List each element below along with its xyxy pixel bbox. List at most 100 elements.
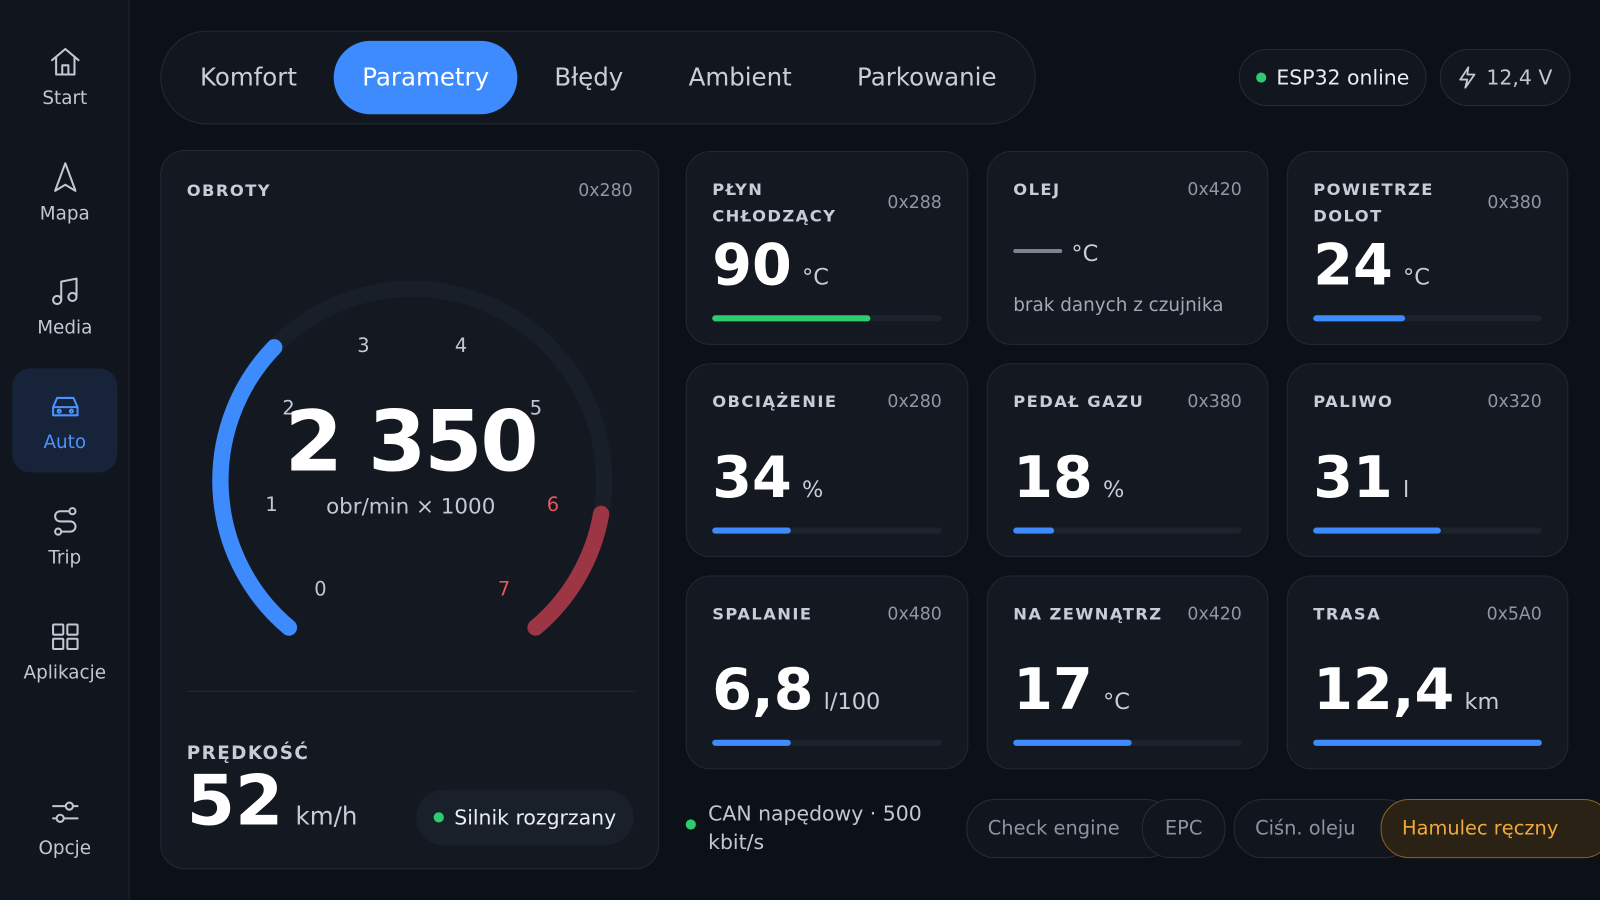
metric-readout: 31 l xyxy=(1313,445,1410,524)
rpm-value: 2 350 xyxy=(284,393,539,491)
level-track xyxy=(712,315,942,322)
metric-value: 24 xyxy=(1313,232,1393,299)
nav-label: Trip xyxy=(48,546,82,568)
nav-icon xyxy=(50,47,80,75)
nav-label: Mapa xyxy=(39,202,90,224)
nav-item[interactable]: Mapa xyxy=(12,140,117,244)
metric-title: PALIWO xyxy=(1313,391,1394,412)
connection-text: ESP32 online xyxy=(1276,65,1410,90)
nav-icon xyxy=(53,506,77,536)
level-bar xyxy=(1313,315,1405,322)
metric-value: 34 xyxy=(712,444,792,512)
tab[interactable]: Komfort xyxy=(199,63,297,92)
nav-icon xyxy=(51,277,78,305)
metric-readout: 6,8 l/100 xyxy=(712,658,880,736)
gauge-tick-label: 1 xyxy=(265,493,277,516)
metric-unit: °C xyxy=(801,265,829,291)
level-bar xyxy=(712,739,791,746)
tab[interactable]: Parkowanie xyxy=(857,63,997,92)
level-track xyxy=(1313,315,1542,322)
metric-title: PŁYN CHŁODZĄCY xyxy=(712,179,837,226)
engine-status-text: Silnik rozgrzany xyxy=(454,805,617,830)
metric-id: 0x280 xyxy=(887,391,942,413)
tab[interactable]: Błędy xyxy=(554,63,624,92)
gauge-tick-label: 3 xyxy=(357,334,369,357)
gauge-tick-label: 4 xyxy=(455,334,467,357)
metric-id: 0x420 xyxy=(1187,179,1242,200)
metric-id: 0x288 xyxy=(887,192,942,214)
nav-item[interactable]: Trip xyxy=(12,484,117,588)
gauge-tick-label: 0 xyxy=(314,578,326,601)
metric-readout: 90 °C xyxy=(712,232,829,312)
metric-note: brak danych z czujnika xyxy=(1013,294,1224,317)
level-bar xyxy=(1313,739,1542,746)
metric-readout: 18% xyxy=(1013,444,1124,524)
metric-unit: % xyxy=(801,477,824,504)
metric-card: PEDAŁ GAZU 0x380 18% xyxy=(986,363,1269,558)
nav-item[interactable]: Aplikacje xyxy=(12,599,117,703)
tab[interactable]: Ambient xyxy=(688,63,792,92)
nav-item[interactable]: Opcje xyxy=(12,774,117,878)
rpm-card: OBROTY 0x280 0 1 2 3 4 5 6 7 2 350 obr/min × 10… xyxy=(160,149,660,870)
voltage-text: 12,4 V xyxy=(1486,65,1553,90)
level-track xyxy=(1013,739,1242,746)
nav-item[interactable]: Auto xyxy=(12,368,118,473)
nav-item[interactable]: Media xyxy=(12,254,117,358)
nav-icon xyxy=(51,801,79,823)
level-bar xyxy=(1013,739,1133,746)
metric-id: 0x480 xyxy=(887,604,942,625)
nav-label: Aplikacje xyxy=(23,661,107,684)
metric-value: 18 xyxy=(1013,444,1093,512)
metric-unit: °C xyxy=(1402,265,1430,291)
speed-readout: 52 km/h xyxy=(187,761,358,842)
metric-value: 90 xyxy=(712,232,792,299)
warning-chip: Check engine xyxy=(966,798,1175,859)
metric-value: 6,8 xyxy=(712,657,814,724)
metric-title: OLEJ xyxy=(1013,179,1061,199)
metric-readout: 12,4 km xyxy=(1313,658,1499,736)
tab-bar: Komfort Parametry Błędy Ambient Parkowanie xyxy=(160,30,1036,125)
status-dot xyxy=(1256,72,1267,83)
metric-title: SPALANIE xyxy=(712,604,813,624)
rpm-title: OBROTY xyxy=(186,180,272,200)
metric-title: PEDAŁ GAZU xyxy=(1013,391,1145,412)
nav-item[interactable]: Start xyxy=(12,24,117,128)
nav-label: Start xyxy=(42,87,88,109)
metric-id: 0x320 xyxy=(1487,391,1542,413)
bus-status: CAN napędowy · 500 kbit/s xyxy=(685,799,941,856)
metric-title: POWIETRZE DOLOT xyxy=(1313,179,1434,226)
metric-title: NA ZEWNĄTRZ xyxy=(1013,604,1163,624)
speed-title: PRĘDKOŚĆ xyxy=(186,742,310,765)
gauge-tick-label: 7 xyxy=(498,578,510,601)
metric-unit: °C xyxy=(1102,689,1130,716)
warning-chip: EPC xyxy=(1141,798,1226,859)
metric-unit: km xyxy=(1464,689,1500,716)
metric-readout: 17 °C xyxy=(1013,658,1130,736)
metric-card: OBCIĄŻENIE 0x280 34% xyxy=(685,363,969,558)
metric-card: SPALANIE 0x480 6,8 l/100 xyxy=(685,575,969,770)
voltage-status: 12,4 V xyxy=(1439,48,1571,107)
metric-unit: l xyxy=(1402,477,1410,504)
level-bar xyxy=(1313,527,1442,534)
speed-unit: km/h xyxy=(295,802,358,831)
gauge-tick-label: 2 xyxy=(282,397,294,420)
gauge-value-arc xyxy=(212,339,298,636)
level-bar xyxy=(1013,527,1055,534)
nav-icon xyxy=(51,622,79,650)
metric-id: 0x5A0 xyxy=(1486,604,1542,625)
metric-value: 17 xyxy=(1013,657,1093,724)
tab[interactable]: Parametry xyxy=(333,40,518,115)
nav-label: Opcje xyxy=(38,837,92,859)
metric-card: TRASA 0x5A0 12,4 km xyxy=(1286,575,1569,770)
metric-id: 0x420 xyxy=(1187,604,1242,625)
no-data-dash xyxy=(1013,248,1063,254)
rpm-gauge: 0 1 2 3 4 5 6 7 xyxy=(212,280,613,636)
level-track xyxy=(1013,527,1242,534)
rpm-id: 0x280 xyxy=(578,180,633,202)
status-dot xyxy=(433,812,445,823)
gauge-redzone xyxy=(527,505,610,636)
nav-label: Media xyxy=(37,316,93,339)
rpm-unit: obr/min × 1000 xyxy=(326,493,496,519)
metric-readout: 24 °C xyxy=(1313,232,1430,312)
